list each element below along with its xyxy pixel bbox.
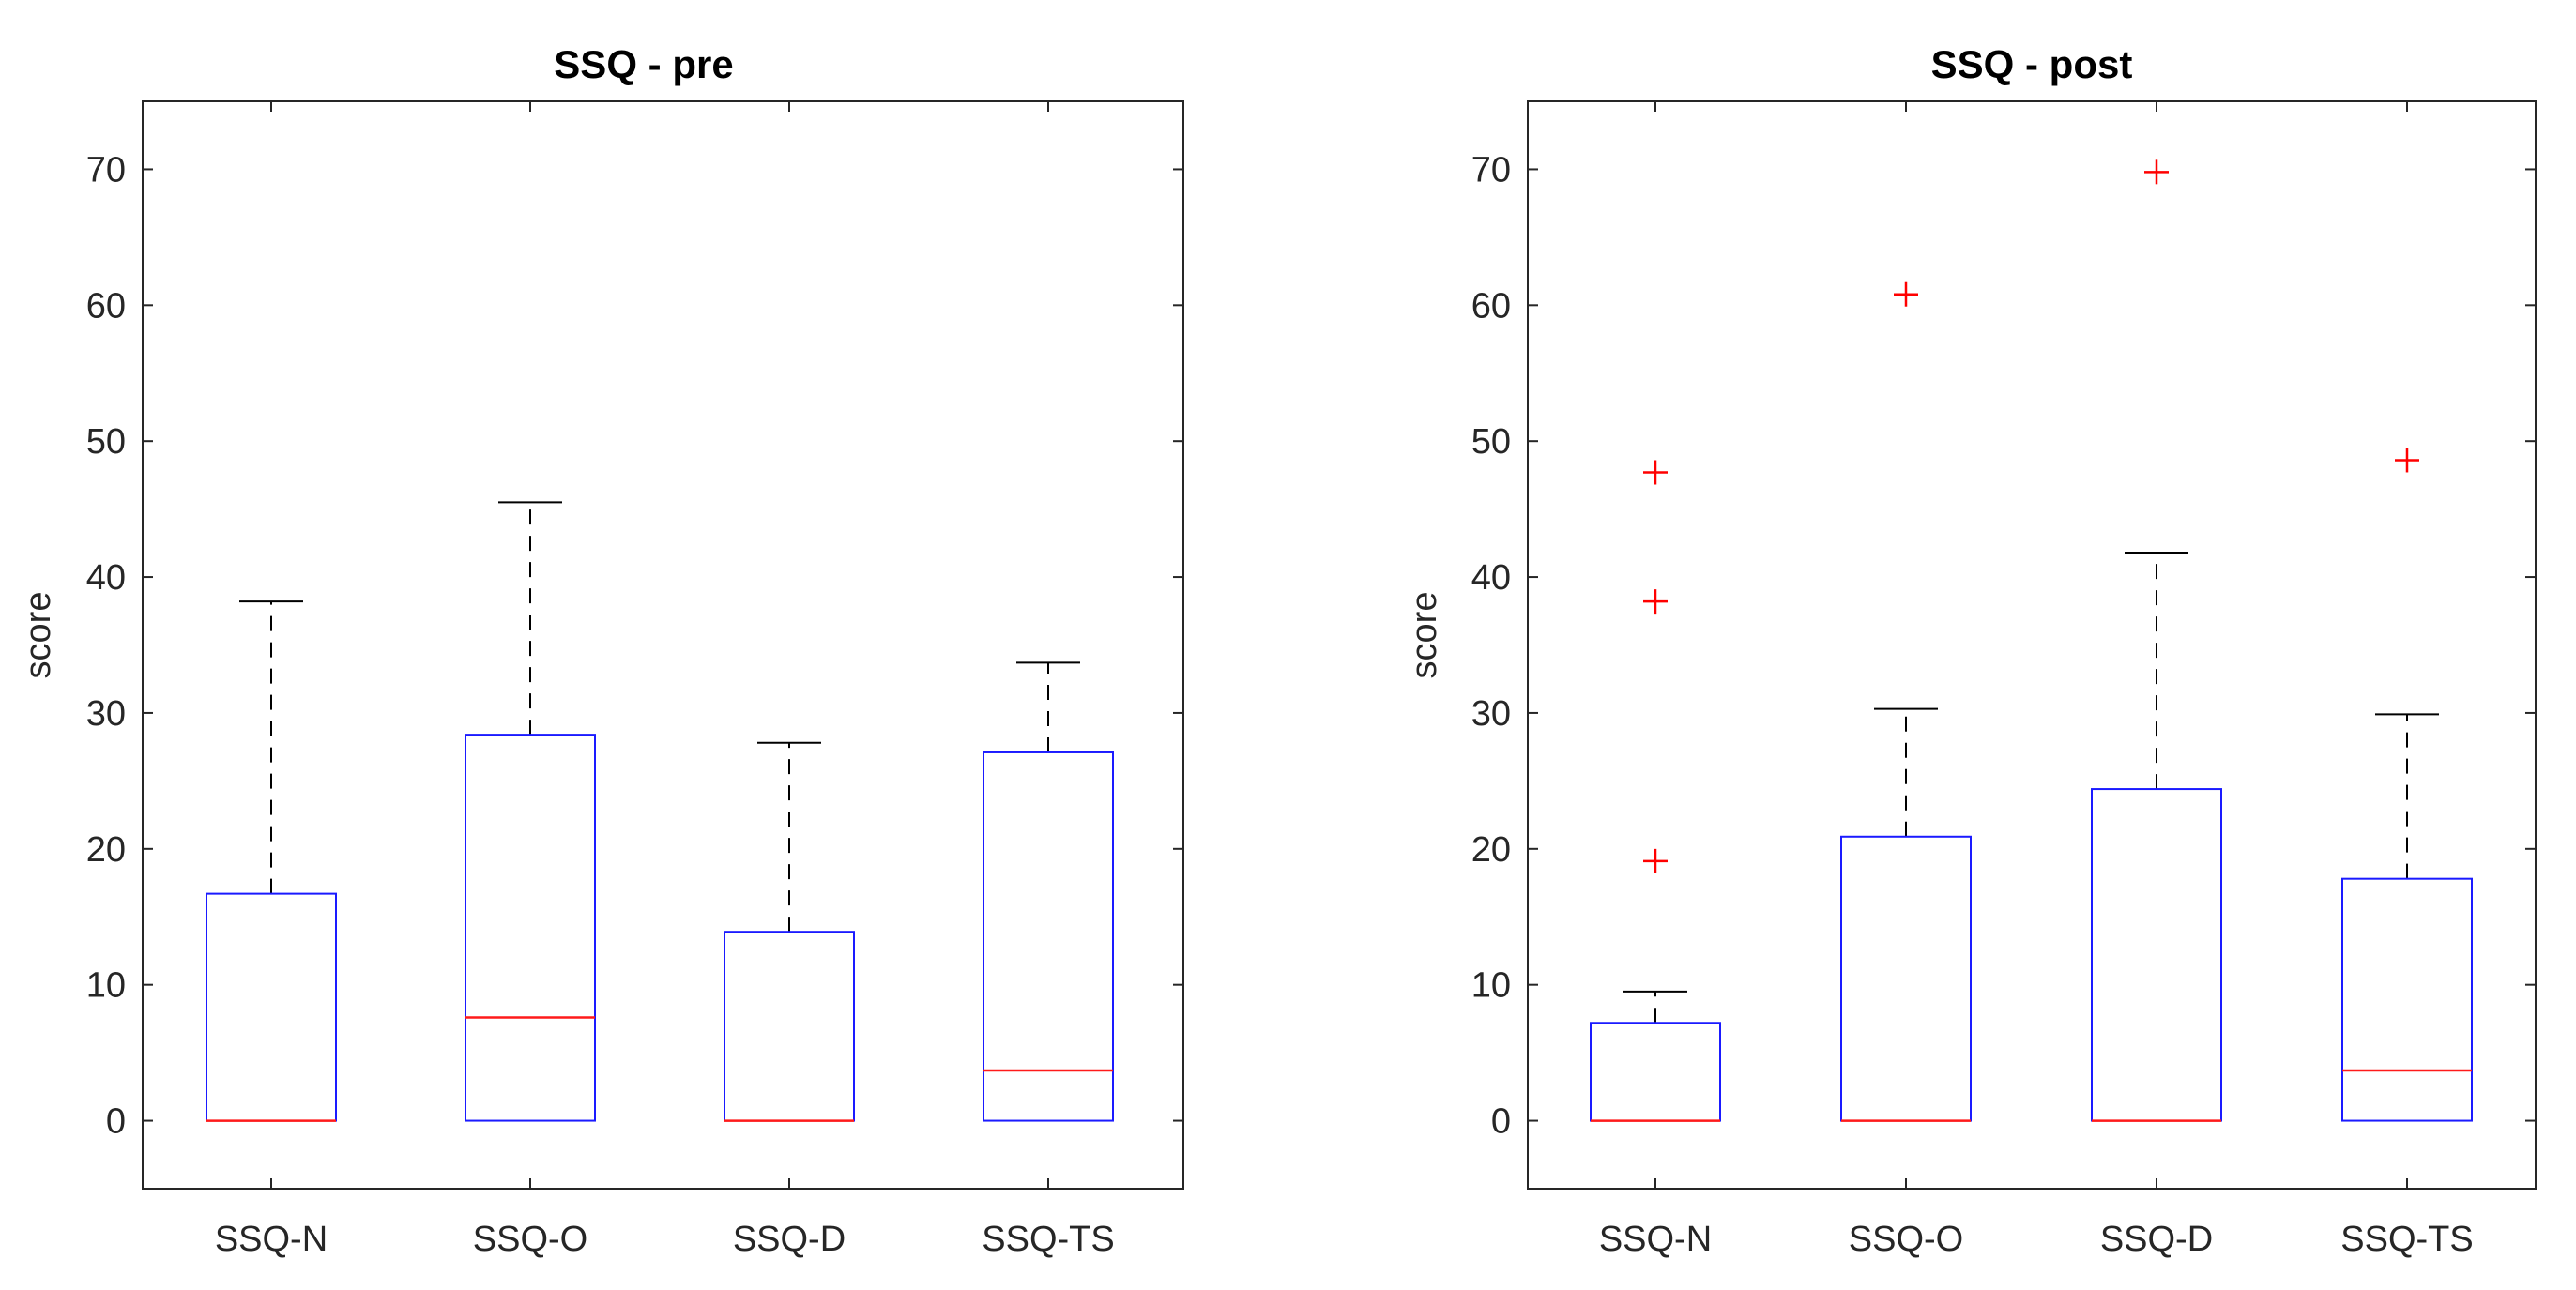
iqr-box [983, 751, 1114, 1122]
y-tick-label: 30 [86, 694, 126, 734]
box-ssq-d [724, 741, 855, 1122]
y-tick-label: 60 [86, 286, 126, 326]
x-tick-label: SSQ-N [215, 1220, 328, 1259]
y-tick-label: 20 [86, 830, 126, 870]
outlier-marker [1643, 589, 1668, 615]
box-ssq-o [1840, 281, 1972, 1122]
y-axis-label-pre: score [19, 592, 58, 679]
x-tick-label: SSQ-O [1849, 1220, 1963, 1259]
plot-ssq-pre: 0 10 20 30 40 50 60 70 SSQ-N SSQ-O SSQ-D SSQ-TS SSQ … [19, 42, 1184, 1259]
x-tick-label: SSQ-O [473, 1220, 587, 1259]
iqr-box [2341, 877, 2473, 1122]
iqr-box [465, 734, 596, 1122]
y-tick-label: 0 [1491, 1102, 1511, 1142]
y-tick-label: 0 [106, 1102, 126, 1142]
y-tick-label: 10 [1471, 966, 1511, 1006]
y-tick-label: 70 [1471, 150, 1511, 190]
plot-ssq-post: 0 10 20 30 40 50 60 70 SSQ-N SSQ-O SSQ-D SSQ-TS SSQ … [1405, 42, 2537, 1259]
plot-title-pre: SSQ - pre [554, 42, 733, 86]
y-axis-label-post: score [1405, 592, 1444, 679]
x-tick-label: SSQ-TS [2340, 1220, 2473, 1259]
x-tick-label: SSQ-D [733, 1220, 846, 1259]
box-ssq-ts [983, 661, 1114, 1122]
x-tick-label: SSQ-TS [982, 1220, 1114, 1259]
box-ssq-d [2091, 159, 2222, 1122]
box-ssq-n [1590, 460, 1721, 1122]
y-tick-label: 10 [86, 966, 126, 1006]
box-ssq-ts [2341, 448, 2473, 1122]
outlier-marker [2144, 159, 2169, 185]
outlier-marker [1894, 281, 1918, 307]
y-tick-label: 50 [1471, 422, 1511, 462]
box-ssq-o [465, 501, 596, 1122]
y-tick-label: 40 [1471, 558, 1511, 598]
outlier-marker [1643, 460, 1668, 485]
y-tick-label: 60 [1471, 286, 1511, 326]
y-tick-label: 40 [86, 558, 126, 598]
x-tick-label: SSQ-D [2100, 1220, 2213, 1259]
axes-frame [1527, 100, 2537, 1190]
axes-frame [142, 100, 1184, 1190]
outlier-marker [2395, 448, 2419, 473]
y-tick-label: 30 [1471, 694, 1511, 734]
plot-title-post: SSQ - post [1931, 42, 2133, 86]
y-tick-label: 20 [1471, 830, 1511, 870]
y-tick-label: 50 [86, 422, 126, 462]
x-tick-label: SSQ-N [1599, 1220, 1712, 1259]
y-tick-label: 70 [86, 150, 126, 190]
outlier-marker [1643, 848, 1668, 873]
box-ssq-n [206, 600, 337, 1122]
